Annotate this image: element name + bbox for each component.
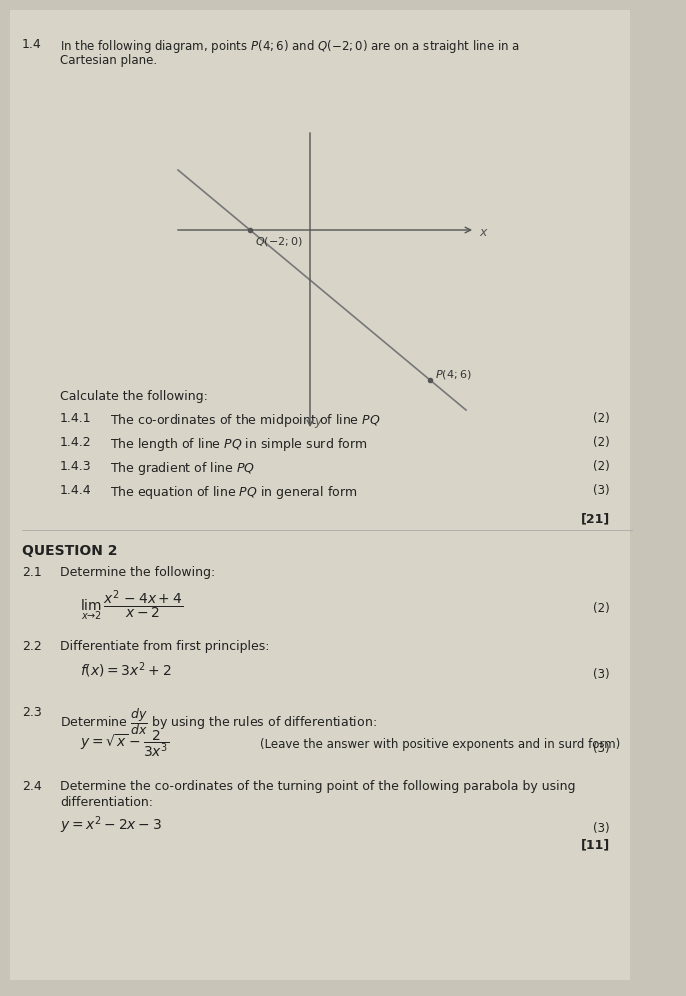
Text: $\lim_{x \to 2}\, \dfrac{x^2 - 4x + 4}{x - 2}$: $\lim_{x \to 2}\, \dfrac{x^2 - 4x + 4}{x… xyxy=(80,588,183,622)
Text: Cartesian plane.: Cartesian plane. xyxy=(60,54,157,67)
Text: differentiation:: differentiation: xyxy=(60,796,153,809)
Text: The gradient of line $PQ$: The gradient of line $PQ$ xyxy=(110,460,255,477)
Text: 1.4.3: 1.4.3 xyxy=(60,460,92,473)
FancyBboxPatch shape xyxy=(10,10,630,980)
Text: The co-ordinates of the midpoint of line $PQ$: The co-ordinates of the midpoint of line… xyxy=(110,412,381,429)
Text: (3): (3) xyxy=(593,668,610,681)
Text: (3): (3) xyxy=(593,484,610,497)
Text: [11]: [11] xyxy=(581,838,610,851)
Text: $y = x^2 - 2x - 3$: $y = x^2 - 2x - 3$ xyxy=(60,814,162,836)
Text: QUESTION 2: QUESTION 2 xyxy=(22,544,117,558)
Text: 2.1: 2.1 xyxy=(22,566,42,579)
Text: $P(4; 6)$: $P(4; 6)$ xyxy=(435,368,471,381)
Text: 1.4.2: 1.4.2 xyxy=(60,436,92,449)
Text: (3): (3) xyxy=(593,742,610,755)
Text: $x$: $x$ xyxy=(479,226,489,239)
Text: $y = \sqrt{x} - \dfrac{2}{3x^3}$: $y = \sqrt{x} - \dfrac{2}{3x^3}$ xyxy=(80,728,169,759)
Text: (2): (2) xyxy=(593,436,610,449)
Text: (2): (2) xyxy=(593,602,610,615)
Text: 2.4: 2.4 xyxy=(22,780,42,793)
Text: $f(x) = 3x^2 + 2$: $f(x) = 3x^2 + 2$ xyxy=(80,660,172,679)
Text: (Leave the answer with positive exponents and in surd form): (Leave the answer with positive exponent… xyxy=(260,738,620,751)
Text: Calculate the following:: Calculate the following: xyxy=(60,390,208,403)
Text: 2.3: 2.3 xyxy=(22,706,42,719)
Text: 1.4.4: 1.4.4 xyxy=(60,484,92,497)
Text: $y$: $y$ xyxy=(314,416,324,430)
Text: The length of line $PQ$ in simple surd form: The length of line $PQ$ in simple surd f… xyxy=(110,436,367,453)
Text: Determine the co-ordinates of the turning point of the following parabola by usi: Determine the co-ordinates of the turnin… xyxy=(60,780,576,793)
Text: 1.4: 1.4 xyxy=(22,38,42,51)
Text: $Q(-2; 0)$: $Q(-2; 0)$ xyxy=(255,235,303,248)
Text: 2.2: 2.2 xyxy=(22,640,42,653)
Text: [21]: [21] xyxy=(581,512,610,525)
Text: (2): (2) xyxy=(593,412,610,425)
Text: Determine $\dfrac{dy}{dx}$ by using the rules of differentiation:: Determine $\dfrac{dy}{dx}$ by using the … xyxy=(60,706,377,737)
Text: The equation of line $PQ$ in general form: The equation of line $PQ$ in general for… xyxy=(110,484,357,501)
Text: Differentiate from first principles:: Differentiate from first principles: xyxy=(60,640,270,653)
Text: Determine the following:: Determine the following: xyxy=(60,566,215,579)
Text: (3): (3) xyxy=(593,822,610,835)
Text: 1.4.1: 1.4.1 xyxy=(60,412,92,425)
Text: (2): (2) xyxy=(593,460,610,473)
Text: In the following diagram, points $P(4;6)$ and $Q(-2;0)$ are on a straight line i: In the following diagram, points $P(4;6)… xyxy=(60,38,520,55)
